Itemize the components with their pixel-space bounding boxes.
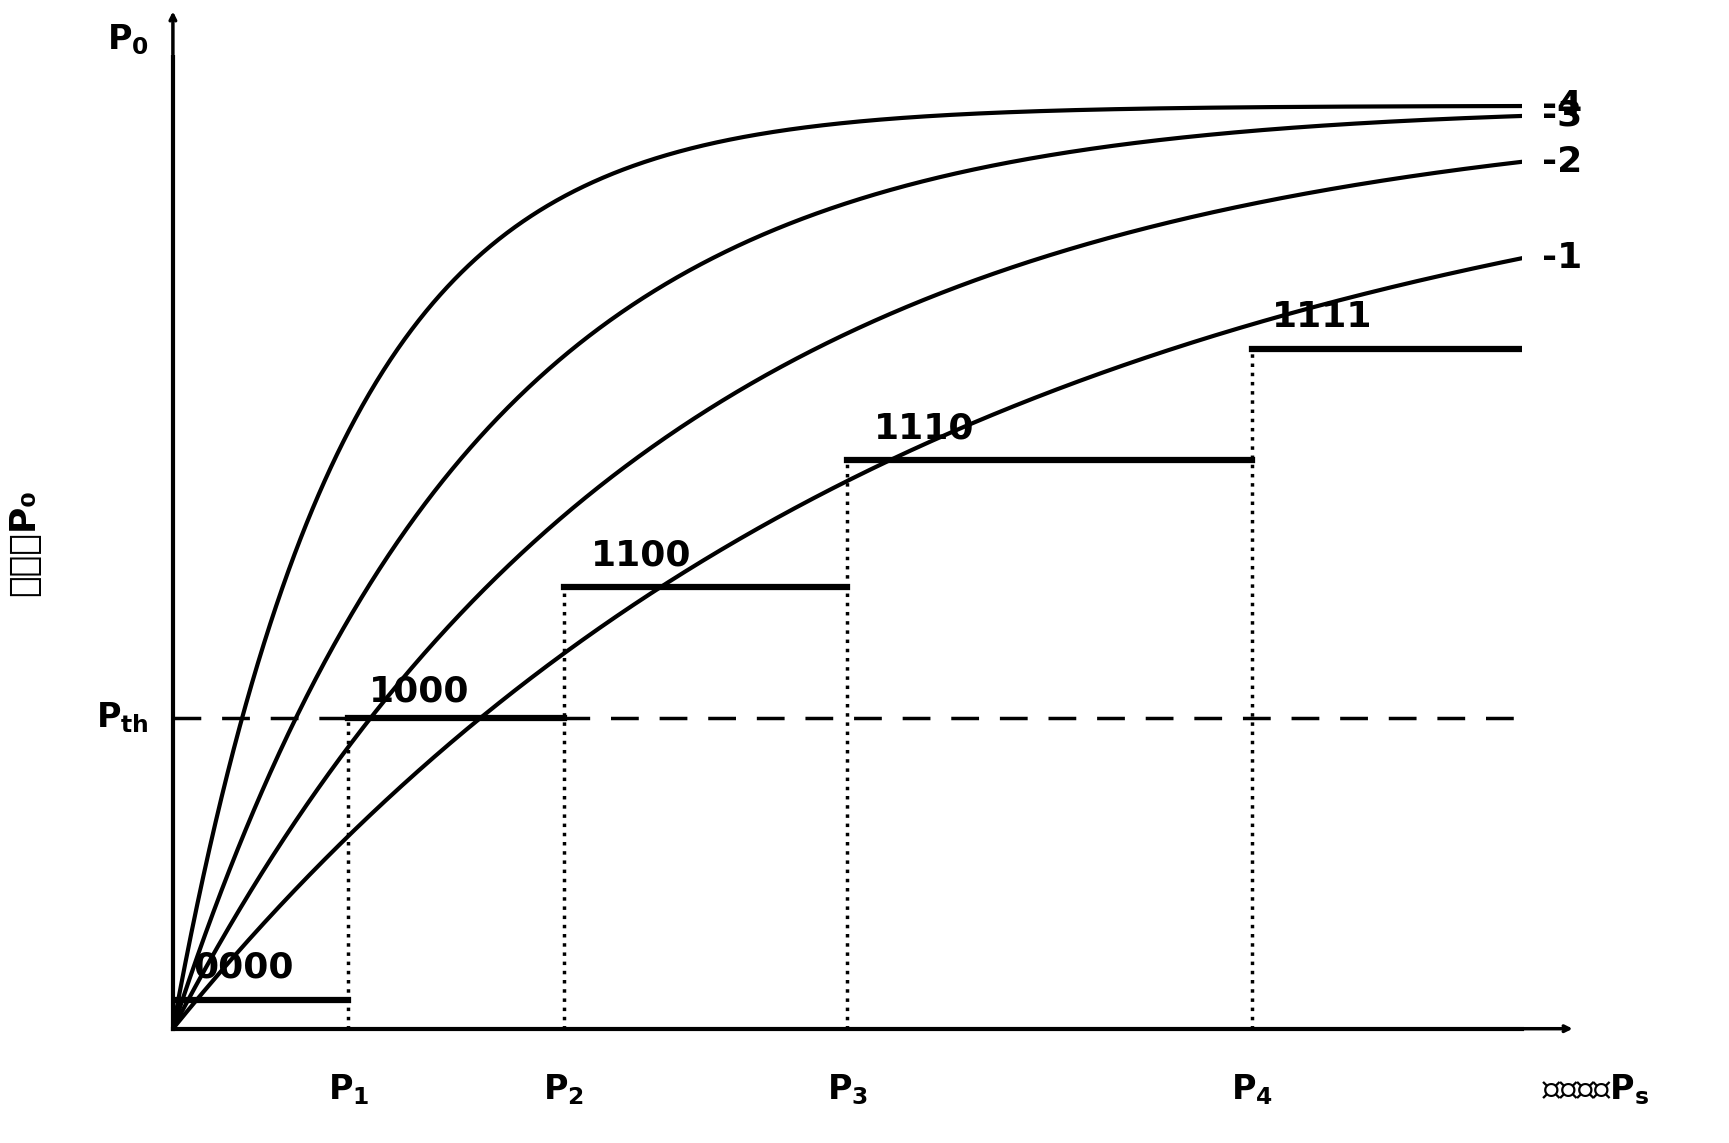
Text: 1000: 1000 xyxy=(368,674,469,708)
Text: $\mathbf{P_3}$: $\mathbf{P_3}$ xyxy=(826,1072,868,1108)
Text: 0000: 0000 xyxy=(194,951,294,985)
Text: 微波功率$\mathbf{P_s}$: 微波功率$\mathbf{P_s}$ xyxy=(1542,1072,1649,1108)
Text: -3: -3 xyxy=(1542,99,1582,133)
Text: -1: -1 xyxy=(1542,241,1582,275)
Text: 1111: 1111 xyxy=(1273,301,1373,334)
Text: $\mathbf{P_4}$: $\mathbf{P_4}$ xyxy=(1231,1072,1273,1108)
Text: -4: -4 xyxy=(1542,89,1582,123)
Text: $\mathbf{P_{th}}$: $\mathbf{P_{th}}$ xyxy=(95,701,149,735)
Text: $\mathbf{P_2}$: $\mathbf{P_2}$ xyxy=(543,1072,584,1108)
Text: $\mathbf{P_1}$: $\mathbf{P_1}$ xyxy=(327,1072,368,1108)
Text: 光功率P₀: 光功率P₀ xyxy=(7,489,41,597)
Text: 1100: 1100 xyxy=(591,538,692,572)
Text: -2: -2 xyxy=(1542,145,1582,178)
Text: 1110: 1110 xyxy=(875,411,975,446)
Text: $\mathbf{P_0}$: $\mathbf{P_0}$ xyxy=(107,23,149,57)
